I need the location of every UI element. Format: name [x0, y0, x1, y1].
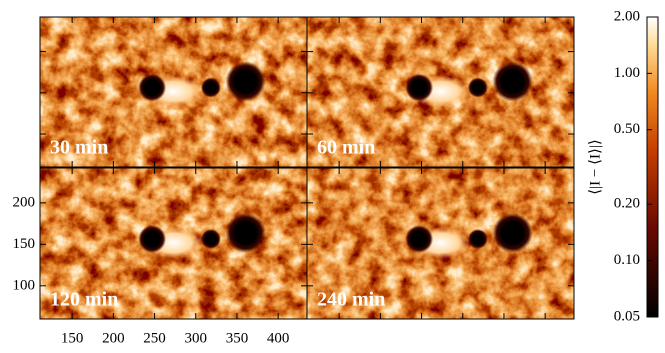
panel: 240 min [306, 167, 575, 320]
sunspot [492, 61, 533, 102]
sunspot [138, 224, 167, 253]
sunspot [138, 73, 167, 102]
colorbar-tick-label: 0.20 [614, 196, 640, 212]
panel-label: 60 min [317, 137, 375, 159]
y-tick-label: 100 [13, 277, 36, 293]
colorbar-tick-label: 0.05 [614, 308, 640, 324]
y-tick-label: 200 [13, 194, 36, 210]
sunspot [405, 73, 434, 102]
sunspot [467, 77, 488, 98]
sunspot [200, 228, 221, 249]
x-tick-label: 150 [61, 330, 84, 346]
x-tick-label: 400 [267, 330, 290, 346]
sunspot [405, 224, 434, 253]
x-tick-label: 200 [102, 330, 125, 346]
panel-label: 120 min [50, 289, 118, 311]
colorbar-tick-label: 0.10 [614, 252, 640, 268]
x-tick-label: 250 [143, 330, 166, 346]
sunspot [200, 77, 221, 98]
panel: 30 min [39, 16, 308, 168]
colorbar [646, 16, 659, 318]
x-tick-label: 300 [185, 330, 208, 346]
sunspot [225, 212, 266, 253]
panel: 60 min [306, 16, 575, 168]
panel-frame [306, 16, 575, 168]
colorbar-tick-label: 0.50 [614, 121, 640, 137]
y-tick-label: 150 [13, 236, 36, 252]
sunspot [225, 61, 266, 102]
sunspot [492, 212, 533, 253]
x-tick-label: 350 [226, 330, 249, 346]
panel: 120 min [39, 167, 308, 320]
panel-frame [306, 167, 575, 320]
sunspot [467, 228, 488, 249]
panel-label: 30 min [50, 137, 108, 159]
colorbar-tick-label: 2.00 [614, 8, 640, 24]
colorbar-tick-label: 1.00 [614, 65, 640, 81]
panel-label: 240 min [317, 289, 385, 311]
colorbar-label: ⟨|I − ⟨I⟩|⟩ [587, 139, 603, 194]
